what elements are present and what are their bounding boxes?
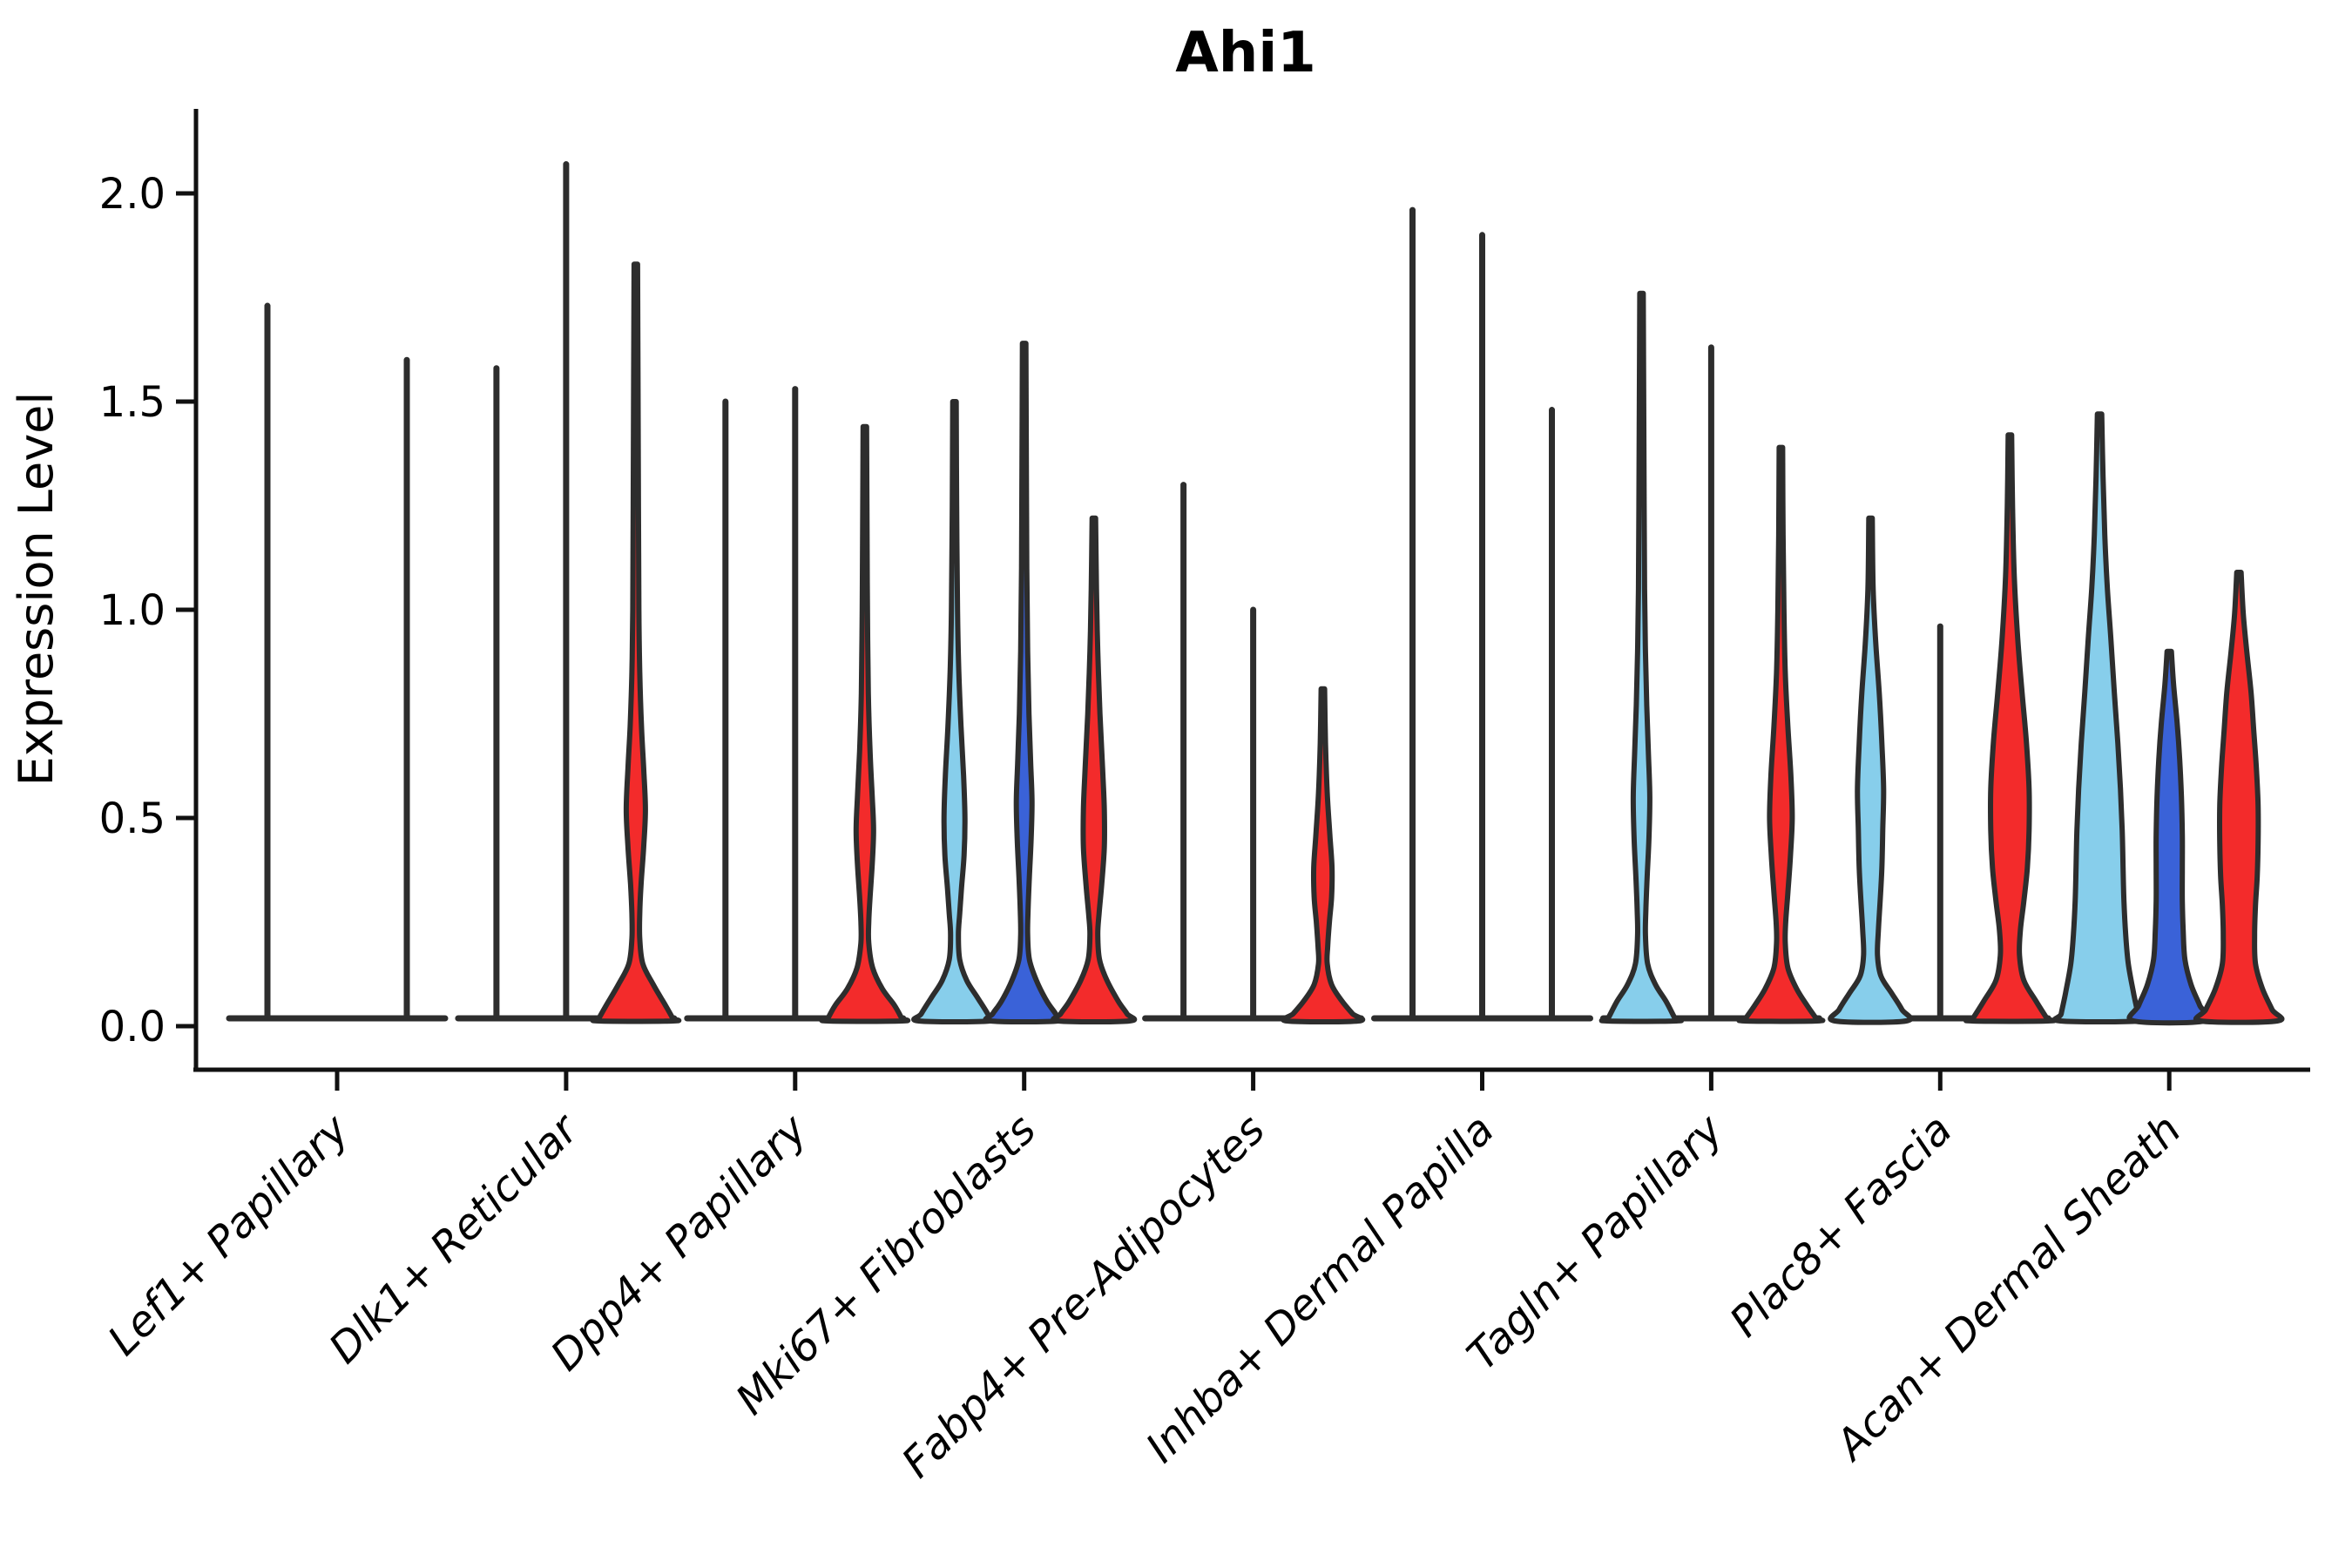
y-tick-label: 1.0 <box>99 586 166 635</box>
violin-body-skyblue <box>1828 515 1914 1025</box>
violin-body-red <box>1280 686 1366 1025</box>
x-tick-label: Plac8+ Fascia <box>1720 1105 1962 1347</box>
violin-body-blue <box>983 341 1065 1025</box>
x-tick-label: Tagln+ Papillary <box>1458 1105 1734 1380</box>
violin-body-red <box>1051 515 1138 1025</box>
violin-body-red <box>1736 444 1826 1024</box>
axes: 0.0 0.5 1.0 1.5 2.0 <box>99 109 2310 1091</box>
y-tick-label: 0.0 <box>99 1003 166 1051</box>
violin-body-skyblue <box>1598 290 1685 1024</box>
x-tick-label: Dlk1+ Reticular <box>320 1104 590 1374</box>
x-tick-label: Lef1+ Papillary <box>98 1105 359 1365</box>
y-tick-label: 1.5 <box>99 378 166 427</box>
x-tick-label: Dpp4+ Papillary <box>542 1105 817 1380</box>
violin-body-blue <box>2126 648 2212 1026</box>
y-axis-label: Expression Level <box>9 392 64 787</box>
violin-body-skyblue <box>911 399 998 1025</box>
violin-body-red <box>819 423 911 1024</box>
violin-body-red <box>1963 432 2057 1024</box>
violin-body-red <box>590 261 682 1024</box>
violins-layer <box>226 161 2285 1026</box>
violin-body-red <box>2193 570 2285 1025</box>
violin-body-skyblue <box>2051 411 2147 1025</box>
page-title: Ahi1 <box>1175 21 1316 85</box>
y-tick-label: 0.5 <box>99 794 166 843</box>
y-tick-label: 2.0 <box>99 170 166 219</box>
x-tick-label: Fabp4+ Pre-Adipocytes <box>893 1105 1275 1488</box>
